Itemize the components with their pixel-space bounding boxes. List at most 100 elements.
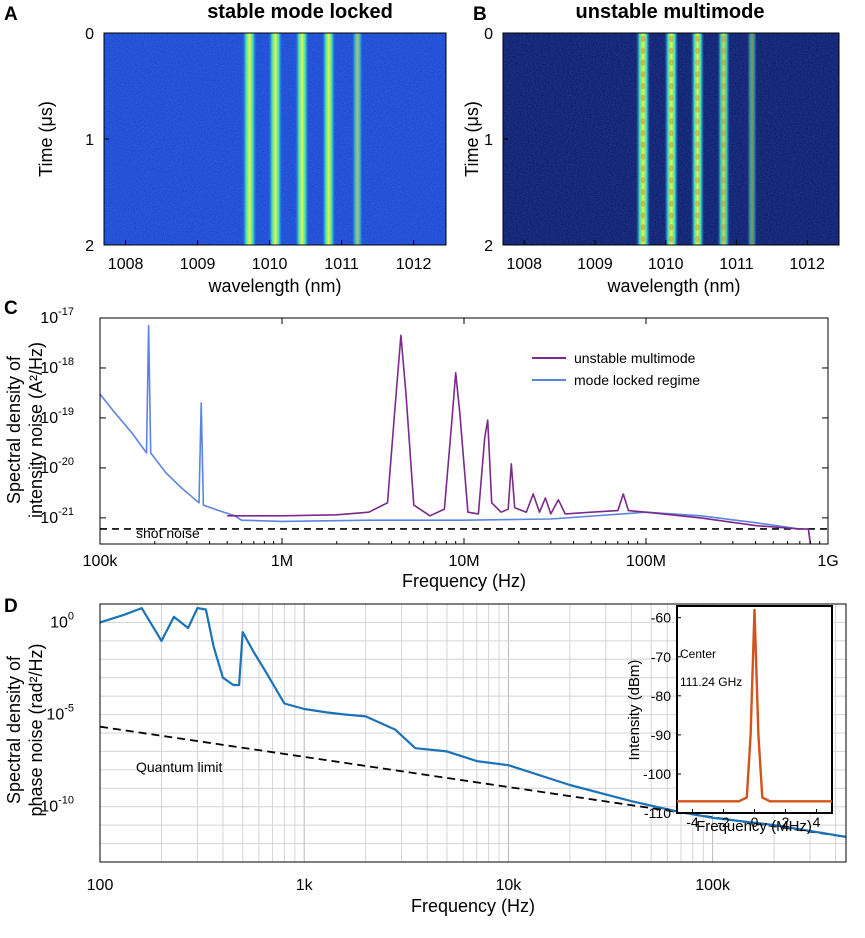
inset-annotation-center: Center [680,647,716,661]
panel-d: D 100 1k 10k 100k 100 10-5 10-10 Quantum limit… [4,596,847,916]
panel-d-inset: -4 -2 0 2 4 -60 -70 -80 -90 -100 -110 Center 111.2… [626,605,833,835]
spectral-line-b-3-hotspot [721,59,726,66]
x-tick-label: 1009 [577,256,613,273]
panel-a-letter: A [4,4,18,25]
spectral-line-b-0-hotspot [640,47,646,54]
x-tick-label: 1012 [789,256,825,273]
inset-y-tick-label: -100 [643,766,671,782]
inset-x-tick-label: -4 [686,814,699,830]
panel-a-ylabel: Time (μs) [36,101,56,177]
phase-noise-line [100,607,846,838]
spectral-line-b-1-hotspot [669,129,674,137]
spectral-line-b-3-hotspot [721,71,726,78]
panel-b-letter: B [473,4,487,25]
spectral-line-b-1-hotspot [669,35,674,43]
spectral-line-b-0-hotspot [640,129,646,137]
spectral-line-b-1 [664,33,679,245]
inset-ticks: -4 -2 0 2 4 -60 -70 -80 -90 -100 -110 [643,610,821,830]
spectral-line-b-0-hotspot [640,212,646,219]
spectral-line-b-0-hotspot [640,106,646,113]
inset-y-tick-label: -70 [651,649,671,665]
y-tick-label: 10-17 [40,306,74,327]
panel-c-legend: unstable multimode mode locked regime [532,350,700,388]
spectral-line-b-2-hotspot [695,71,700,78]
spectral-line-b-0-hotspot [640,224,646,231]
series-line-unstable-multimode [227,334,812,544]
panel-c: C 100k 1M 10M 100M 1G 10-17 10-18 10-19 10-20 10-… [4,298,839,591]
spectral-line-b-3-hotspot [721,212,726,219]
inset-series-group [677,608,832,803]
panel-b-ticks: 1008 1009 1010 1011 1012 0 1 2 [484,26,825,273]
spectral-line-b-2-hotspot [695,129,700,137]
y-tick-label: 2 [484,238,493,255]
spectral-line-a-4 [352,33,363,245]
inset-ylabel: Intensity (dBm) [626,660,643,761]
spectral-line-a-3 [322,33,336,245]
inset-y-tick-label: -110 [644,805,671,821]
panel-a: A stable mode locked 1008 1009 1010 1011 101… [4,1,447,296]
spectral-line-b-2-hotspot [695,200,700,207]
panel-a-title: stable mode locked [207,1,393,23]
spectral-line-b-1-hotspot [669,200,674,207]
x-tick-label: 100M [626,553,666,570]
x-tick-label: 1010 [252,256,288,273]
spectral-line-b-3-hotspot [721,47,726,54]
spectral-line-b-3-hotspot [721,224,726,231]
x-tick-label: 1011 [324,256,359,273]
spectral-line-b-1-hotspot [669,188,674,196]
x-tick-label: 10k [496,877,523,894]
spectral-line-b-3-hotspot [721,176,726,184]
panel-b-ylabel: Time (μs) [462,101,482,177]
y-tick-label: 0 [484,26,493,43]
legend-label-mode-locked: mode locked regime [574,372,700,388]
panel-a-ticks: 1008 1009 1010 1011 1012 0 1 2 [85,26,431,273]
panel-a-spectral-lines [242,33,363,245]
x-tick-label: 1M [271,553,293,570]
spectral-line-a-2 [295,33,309,245]
panel-b-spectral-lines [636,33,757,245]
y-tick-label: 10-21 [40,506,74,527]
spectral-line-b-0-hotspot [640,118,646,125]
spectral-line-b-3-hotspot [721,200,726,207]
y-tick-label: 1 [484,132,493,149]
panel-c-series-group [100,324,828,544]
spectral-line-b-3-hotspot [721,118,726,125]
spectral-line-b-0-hotspot [640,59,646,66]
y-tick-label: 0 [85,26,94,43]
spectral-line-b-1-hotspot [669,94,674,102]
spectral-line-b-3 [717,33,730,245]
y-tick-label: 10-20 [40,456,74,477]
spectral-line-b-1-hotspot [669,235,674,243]
spectral-line-b-2-hotspot [695,94,700,102]
x-tick-label: 1009 [180,256,216,273]
spectral-line-b-1-hotspot [669,106,674,113]
y-tick-label: 10-18 [40,356,74,377]
quantum-limit-label: Quantum limit [136,759,222,775]
spectral-line-b-3-hotspot [721,82,726,90]
panel-c-plot-area [100,318,828,544]
spectral-line-b-0 [636,33,651,245]
panel-d-ticks: 100 1k 10k 100k 100 10-5 10-10 [40,610,731,894]
spectral-line-b-2-hotspot [695,212,700,219]
spectral-line-b-1-hotspot [669,141,674,149]
spectral-line-b-2-hotspot [695,165,700,172]
x-tick-label: 1G [817,553,838,570]
spectral-line-b-3-hotspot [721,129,726,137]
inset-x-tick-label: -2 [717,814,730,830]
y-tick-label: 1 [85,132,94,149]
panel-d-ylabel-line1: Spectral density of [4,655,24,804]
x-tick-label: 100k [83,553,119,570]
spectral-line-b-4 [747,33,757,245]
x-tick-label: 1011 [719,256,754,273]
spectral-line-b-2-hotspot [695,176,700,184]
panel-c-ticks: 100k 1M 10M 100M 1G 10-17 10-18 10-19 10-20 10-21 [40,306,838,570]
spectral-line-b-0-hotspot [640,82,646,90]
inset-x-tick-label: 0 [751,814,759,830]
spectral-line-b-0-hotspot [640,176,646,184]
y-tick-label: 10-10 [40,795,74,816]
spectral-line-b-2-hotspot [695,153,700,160]
spectral-line-b-0-hotspot [640,235,646,243]
panel-b: B unstable multimode 1008 1009 1010 1011 101… [462,1,840,296]
spectral-line-b-1-hotspot [669,59,674,66]
x-tick-label: 1012 [396,256,432,273]
